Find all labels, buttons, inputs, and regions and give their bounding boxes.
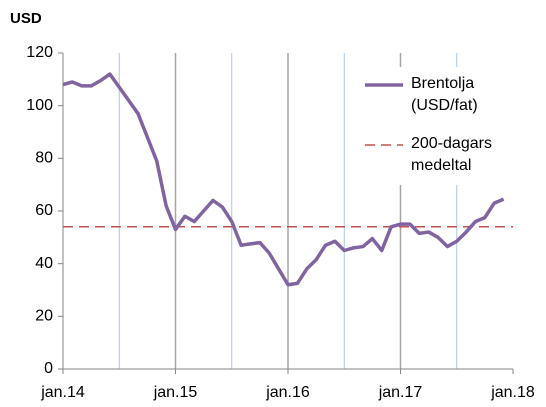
x-tick-label: jan.16 [265,384,310,401]
legend-label: 200-dagars medeltal [411,135,492,174]
y-tick-label: 40 [35,255,53,272]
x-tick-label: jan.18 [490,384,535,401]
x-tick-label: jan.14 [40,384,85,401]
y-axis-label: USD [10,10,42,27]
y-tick-label: 0 [44,360,53,377]
y-tick-label: 60 [35,202,53,219]
y-tick-label: 100 [26,97,53,114]
y-tick-label: 120 [26,44,53,61]
y-tick-label: 20 [35,308,53,325]
legend-label: Brentolja (USD/fat) [411,75,478,114]
x-tick-label: jan.15 [153,384,198,401]
y-tick-label: 80 [35,150,53,167]
x-tick-label: jan.17 [378,384,423,401]
data-line [62,72,505,287]
